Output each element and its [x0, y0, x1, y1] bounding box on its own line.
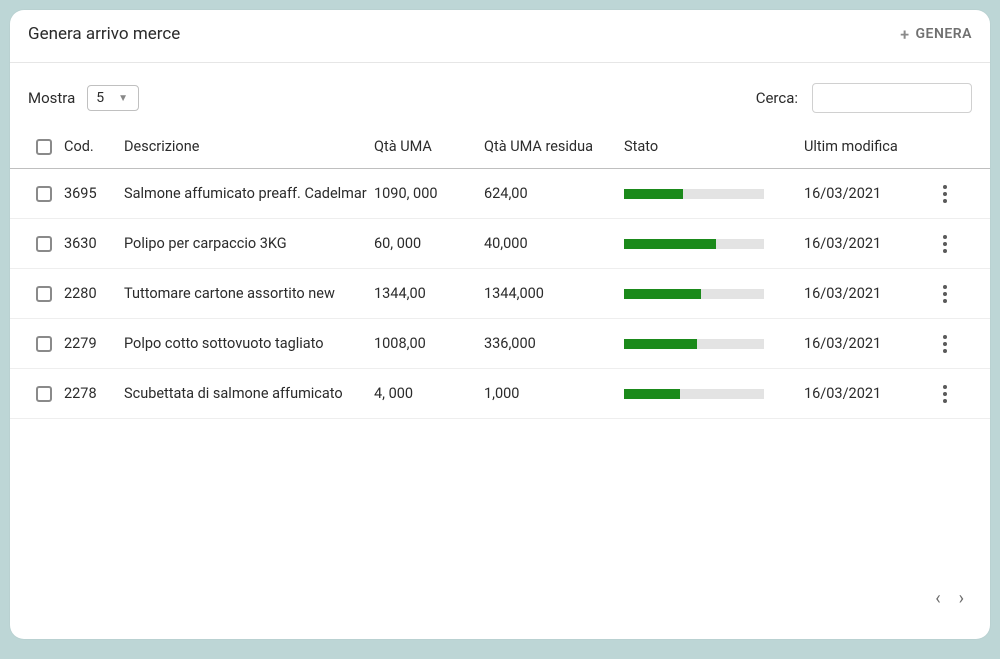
genera-label: GENERA	[916, 26, 972, 42]
cell-ultimmodifica: 16/03/2021	[804, 385, 924, 402]
cell-descrizione: Polipo per carpaccio 3KG	[124, 235, 374, 252]
cell-stato	[624, 289, 804, 299]
cell-stato	[624, 389, 804, 399]
cell-stato	[624, 189, 804, 199]
cell-qtauma: 1090, 000	[374, 185, 484, 202]
page-title: Genera arrivo merce	[28, 24, 180, 44]
mostra-label: Mostra	[28, 89, 75, 107]
cell-ultimmodifica: 16/03/2021	[804, 235, 924, 252]
cell-qtaumaresidua: 336,000	[484, 335, 624, 352]
pager-next[interactable]: ›	[959, 588, 964, 609]
progress-fill	[624, 239, 716, 249]
progress-fill	[624, 389, 680, 399]
col-qtaumaresidua-header[interactable]: Qtà UMA residua	[484, 138, 624, 155]
cell-actions	[924, 235, 964, 253]
col-ultimmodifica-header[interactable]: Ultim modifica	[804, 138, 924, 155]
genera-button[interactable]: + GENERA	[900, 25, 972, 44]
progress-fill	[624, 339, 697, 349]
row-checkbox[interactable]	[36, 386, 52, 402]
pager: ‹ ›	[10, 588, 990, 639]
cell-actions	[924, 335, 964, 353]
progress-bar	[624, 189, 764, 199]
row-menu-button[interactable]	[936, 335, 954, 353]
cell-cod: 3695	[64, 185, 124, 202]
mostra-group: Mostra 5 ▼	[28, 85, 139, 111]
table-header-row: Cod. Descrizione Qtà UMA Qtà UMA residua…	[10, 125, 990, 169]
col-qtauma-header[interactable]: Qtà UMA	[374, 138, 484, 155]
cell-qtauma: 1008,00	[374, 335, 484, 352]
cell-descrizione: Tuttomare cartone assortito new	[124, 285, 374, 302]
chevron-down-icon: ▼	[118, 93, 128, 104]
cell-actions	[924, 385, 964, 403]
row-menu-button[interactable]	[936, 235, 954, 253]
plus-icon: +	[900, 25, 909, 44]
cell-stato	[624, 339, 804, 349]
row-checkbox-cell	[16, 286, 64, 302]
row-menu-button[interactable]	[936, 185, 954, 203]
cell-descrizione: Polpo cotto sottovuoto tagliato	[124, 335, 374, 352]
row-menu-button[interactable]	[936, 385, 954, 403]
row-checkbox[interactable]	[36, 286, 52, 302]
cell-qtaumaresidua: 40,000	[484, 235, 624, 252]
mostra-value: 5	[96, 90, 104, 106]
cell-qtauma: 60, 000	[374, 235, 484, 252]
panel-card: Genera arrivo merce + GENERA Mostra 5 ▼ …	[10, 10, 990, 639]
cell-descrizione: Scubettata di salmone affumicato	[124, 385, 374, 402]
table-body: 3695Salmone affumicato preaff. Cadelmar1…	[10, 169, 990, 419]
mostra-select[interactable]: 5 ▼	[87, 85, 139, 111]
progress-bar	[624, 289, 764, 299]
cell-qtauma: 1344,00	[374, 285, 484, 302]
cell-actions	[924, 285, 964, 303]
progress-fill	[624, 189, 683, 199]
table-row: 3695Salmone affumicato preaff. Cadelmar1…	[10, 169, 990, 219]
select-all-checkbox[interactable]	[36, 139, 52, 155]
cell-cod: 2280	[64, 285, 124, 302]
cell-ultimmodifica: 16/03/2021	[804, 285, 924, 302]
progress-bar	[624, 339, 764, 349]
cell-cod: 2279	[64, 335, 124, 352]
table-row: 3630Polipo per carpaccio 3KG60, 00040,00…	[10, 219, 990, 269]
row-checkbox-cell	[16, 336, 64, 352]
cell-cod: 3630	[64, 235, 124, 252]
row-menu-button[interactable]	[936, 285, 954, 303]
col-checkbox-header	[16, 139, 64, 155]
cell-cod: 2278	[64, 385, 124, 402]
cerca-group: Cerca:	[756, 83, 972, 113]
search-input[interactable]	[812, 83, 972, 113]
table-row: 2278Scubettata di salmone affumicato4, 0…	[10, 369, 990, 419]
col-stato-header[interactable]: Stato	[624, 138, 804, 155]
row-checkbox[interactable]	[36, 186, 52, 202]
row-checkbox[interactable]	[36, 336, 52, 352]
table-row: 2280Tuttomare cartone assortito new1344,…	[10, 269, 990, 319]
progress-bar	[624, 239, 764, 249]
cell-qtauma: 4, 000	[374, 385, 484, 402]
cell-qtaumaresidua: 624,00	[484, 185, 624, 202]
cell-stato	[624, 239, 804, 249]
row-checkbox-cell	[16, 386, 64, 402]
cell-ultimmodifica: 16/03/2021	[804, 185, 924, 202]
card-header: Genera arrivo merce + GENERA	[10, 10, 990, 63]
controls-row: Mostra 5 ▼ Cerca:	[10, 63, 990, 125]
table-row: 2279Polpo cotto sottovuoto tagliato1008,…	[10, 319, 990, 369]
cell-ultimmodifica: 16/03/2021	[804, 335, 924, 352]
progress-bar	[624, 389, 764, 399]
row-checkbox-cell	[16, 186, 64, 202]
progress-fill	[624, 289, 701, 299]
cerca-label: Cerca:	[756, 89, 798, 107]
row-checkbox-cell	[16, 236, 64, 252]
data-table: Cod. Descrizione Qtà UMA Qtà UMA residua…	[10, 125, 990, 419]
pager-prev[interactable]: ‹	[935, 588, 940, 609]
cell-descrizione: Salmone affumicato preaff. Cadelmar	[124, 185, 374, 202]
cell-qtaumaresidua: 1,000	[484, 385, 624, 402]
col-cod-header[interactable]: Cod.	[64, 138, 124, 155]
col-descrizione-header[interactable]: Descrizione	[124, 138, 374, 155]
cell-qtaumaresidua: 1344,000	[484, 285, 624, 302]
row-checkbox[interactable]	[36, 236, 52, 252]
cell-actions	[924, 185, 964, 203]
